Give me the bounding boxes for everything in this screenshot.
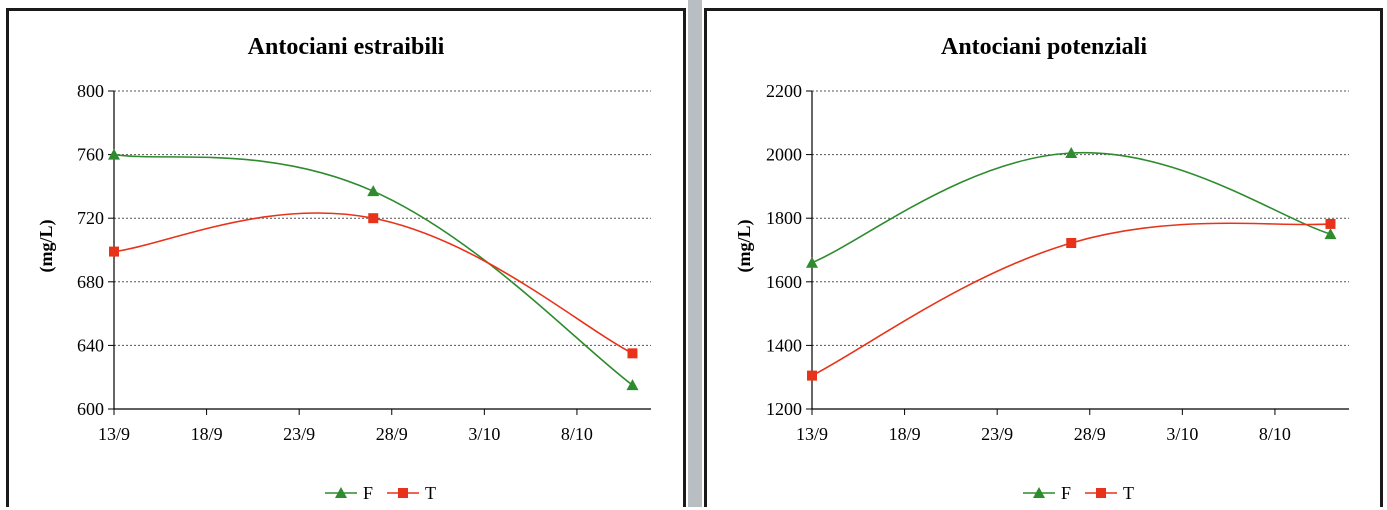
legend-marker-F: [335, 487, 347, 498]
panel-divider: [688, 0, 702, 507]
x-tick-label: 3/10: [1166, 424, 1198, 444]
y-tick-label: 1200: [766, 399, 802, 419]
chart-svg-estraibili: Antociani estraibili (mg/L) 600 640 680 720…: [36, 34, 651, 503]
y-tick-label: 1800: [766, 208, 802, 228]
data-point-T: [627, 348, 638, 359]
data-point-F: [626, 379, 639, 391]
chart-panel-antociani-potenziali: Antociani potenziali (mg/L) 1200 1400 1600…: [704, 8, 1383, 507]
legend-marker-T: [1096, 488, 1106, 498]
y-tick-label: 2000: [766, 145, 802, 165]
x-tick-label: 13/9: [796, 424, 828, 444]
y-tick-label: 600: [77, 399, 104, 419]
data-point-F: [367, 185, 380, 197]
data-point-T: [807, 370, 817, 381]
x-tick-label: 8/10: [1259, 424, 1291, 444]
legend-label-F: F: [363, 483, 373, 503]
legend-label-T: T: [1123, 483, 1134, 503]
chart-svg-potenziali: Antociani potenziali (mg/L) 1200 1400 1600…: [734, 34, 1349, 503]
y-tick-label: 1400: [766, 335, 802, 355]
data-point-T: [368, 213, 379, 224]
x-tick-label: 8/10: [561, 424, 593, 444]
series-line-T: [113, 212, 633, 355]
chart-title: Antociani potenziali: [941, 34, 1147, 60]
chart-panel-antociani-estraibili: Antociani estraibili (mg/L) 600 640 680 720…: [6, 8, 686, 507]
data-point-F: [1324, 228, 1337, 240]
y-tick-label: 680: [77, 272, 104, 292]
x-tick-label: 18/9: [889, 424, 921, 444]
data-point-T: [109, 246, 119, 257]
x-tick-label: 28/9: [376, 424, 408, 444]
x-tick-label: 3/10: [468, 424, 500, 444]
x-tick-label: 28/9: [1074, 424, 1106, 444]
y-tick-label: 760: [77, 145, 104, 165]
legend-label-F: F: [1061, 483, 1071, 503]
y-tick-label: 800: [77, 81, 104, 101]
data-point-T: [1325, 218, 1336, 229]
x-tick-label: 23/9: [283, 424, 315, 444]
y-tick-label: 640: [77, 335, 104, 355]
y-tick-label: 2200: [766, 81, 802, 101]
data-point-F: [108, 148, 120, 160]
data-point-F: [1065, 147, 1078, 159]
x-tick-label: 23/9: [981, 424, 1013, 444]
x-tick-label: 18/9: [191, 424, 223, 444]
x-tick-label: 13/9: [98, 424, 130, 444]
legend-marker-F: [1033, 487, 1045, 498]
y-tick-label: 1600: [766, 272, 802, 292]
y-tick-label: 720: [77, 208, 104, 228]
legend-marker-T: [398, 488, 408, 498]
legend-label-T: T: [425, 483, 436, 503]
y-axis-label: (mg/L): [734, 220, 755, 273]
chart-title: Antociani estraibili: [248, 34, 445, 60]
y-axis-label: (mg/L): [36, 220, 57, 273]
data-point-T: [1066, 238, 1077, 249]
data-point-F: [806, 256, 818, 268]
